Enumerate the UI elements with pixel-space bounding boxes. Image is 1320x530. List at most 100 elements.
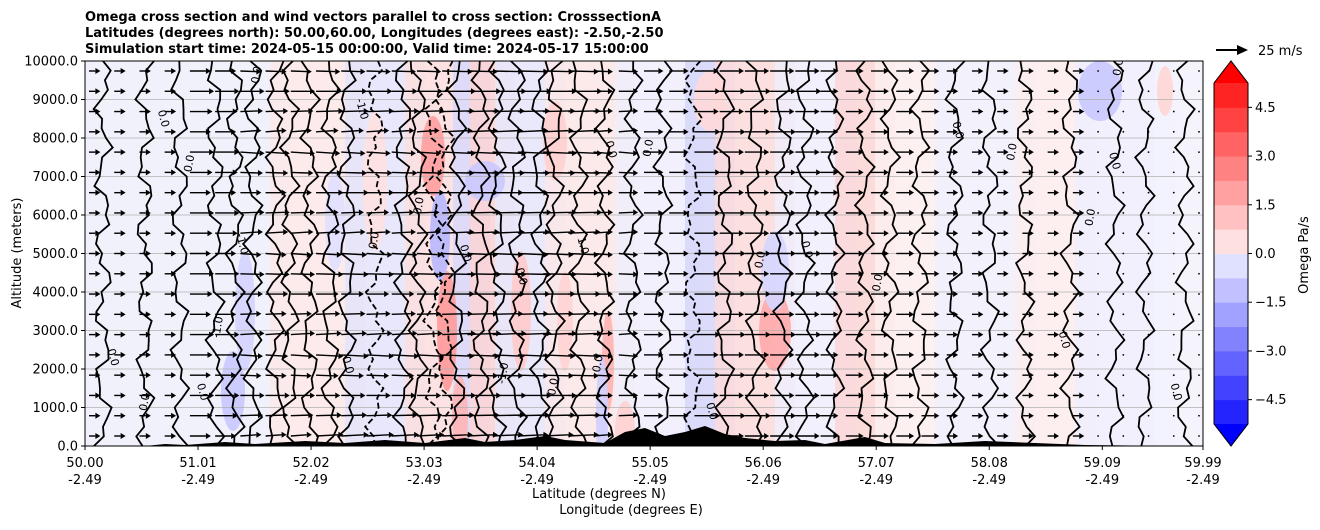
wind-vector-head: [715, 250, 721, 257]
wind-vector-head: [308, 291, 314, 298]
wind-vector: [1097, 313, 1099, 316]
wind-vector: [1172, 293, 1175, 295]
wind-vector: [1097, 90, 1099, 93]
wind-vector: [1097, 272, 1099, 275]
wind-vector: [593, 171, 608, 174]
wind-vector: [492, 252, 519, 256]
wind-vector-head: [633, 209, 639, 216]
wind-vector-head: [740, 372, 746, 379]
wind-vector-head: [683, 351, 689, 358]
wind-vector-head: [790, 169, 796, 176]
wind-vector: [1198, 90, 1200, 93]
wind-vector-head: [95, 189, 101, 196]
wind-vector-head: [814, 351, 820, 358]
wind-vector-head: [358, 372, 364, 379]
wind-vector-head: [814, 392, 820, 399]
wind-vector-head: [336, 330, 342, 337]
wind-vector-head: [120, 250, 126, 257]
wind-vector-head: [607, 291, 613, 298]
wind-vector-head: [633, 291, 639, 298]
wind-vector: [442, 70, 468, 73]
wind-vector: [618, 414, 634, 417]
wind-vector: [290, 110, 309, 113]
wind-vector-head: [909, 68, 915, 74]
wind-vector: [391, 434, 415, 437]
wind-vector-head: [607, 353, 613, 360]
wind-vector-head: [789, 189, 795, 196]
wind-vector: [517, 70, 544, 73]
wind-vector-head: [310, 330, 316, 337]
wind-vector: [1147, 171, 1150, 174]
wind-vector-head: [234, 331, 240, 338]
wind-vector-head: [1003, 68, 1009, 74]
wind-vector-head: [814, 270, 820, 277]
contour-line: [593, 61, 616, 446]
wind-vector-head: [934, 68, 940, 74]
wind-vector-head: [283, 107, 289, 114]
wind-vector-head: [231, 128, 237, 135]
wind-vector-head: [284, 209, 290, 216]
wind-vector-head: [909, 149, 915, 156]
wind-vector-head: [633, 353, 639, 360]
wind-vector-head: [1003, 169, 1009, 176]
wind-vector-head: [414, 107, 420, 114]
wind-vector: [366, 374, 385, 377]
wind-vector-head: [120, 230, 126, 237]
wind-vector-head: [953, 68, 959, 74]
wind-vector-head: [934, 250, 940, 257]
quiver-key-arrowhead: [1237, 45, 1248, 55]
wind-vector: [391, 211, 410, 214]
contour-label: 0.0: [513, 266, 530, 286]
wind-vector-head: [953, 88, 959, 95]
wind-vector: [492, 374, 519, 377]
wind-vector-head: [1054, 270, 1060, 277]
wind-vector-head: [310, 271, 316, 278]
wind-vector: [1147, 414, 1150, 417]
colorbar-tick-label: −4.5: [1255, 393, 1287, 408]
wind-vector-head: [658, 392, 664, 399]
wind-vector-head: [833, 209, 839, 216]
wind-vector-head: [633, 68, 639, 75]
wind-vector-head: [978, 351, 984, 358]
wind-vector-head: [816, 372, 822, 379]
wind-vector-head: [790, 291, 796, 298]
wind-vector: [366, 414, 388, 417]
wind-vector: [1122, 151, 1125, 154]
wind-vector: [366, 110, 389, 113]
wind-vector-head: [338, 353, 344, 360]
wind-vector-head: [738, 392, 744, 399]
contour-label: -1.0: [209, 315, 226, 338]
wind-vector-head: [281, 68, 287, 75]
wind-vector: [1172, 70, 1175, 72]
wind-vector-head: [790, 88, 796, 95]
wind-vector-head: [388, 189, 394, 196]
wind-vector-head: [713, 189, 719, 196]
colorbar-level: [1214, 399, 1248, 425]
wind-vector-head: [978, 311, 984, 318]
wind-vector-head: [436, 68, 442, 75]
wind-vector: [543, 354, 571, 357]
wind-vector: [568, 129, 594, 133]
wind-vector-head: [953, 169, 959, 176]
wind-vector-head: [764, 270, 770, 277]
wind-vector: [492, 313, 519, 316]
wind-vector-head: [259, 150, 265, 157]
wind-vector-head: [978, 209, 984, 216]
wind-vector-head: [1003, 372, 1009, 379]
wind-vector: [341, 211, 359, 214]
wind-vector-head: [740, 331, 746, 338]
wind-vector-head: [607, 68, 613, 75]
wind-vector-head: [281, 127, 287, 134]
wind-vector: [1147, 151, 1150, 154]
wind-vector-head: [909, 270, 915, 277]
shade-blob: [421, 116, 445, 196]
wind-vector-head: [95, 209, 101, 216]
wind-vector-head: [883, 68, 889, 74]
y-tick-label: 1000.0: [33, 401, 79, 416]
wind-vector-head: [953, 270, 959, 277]
wind-vector-head: [789, 230, 795, 237]
wind-vector-head: [171, 250, 177, 257]
wind-vector: [416, 313, 437, 316]
wind-vector-head: [306, 189, 312, 196]
wind-vector-head: [205, 250, 211, 257]
